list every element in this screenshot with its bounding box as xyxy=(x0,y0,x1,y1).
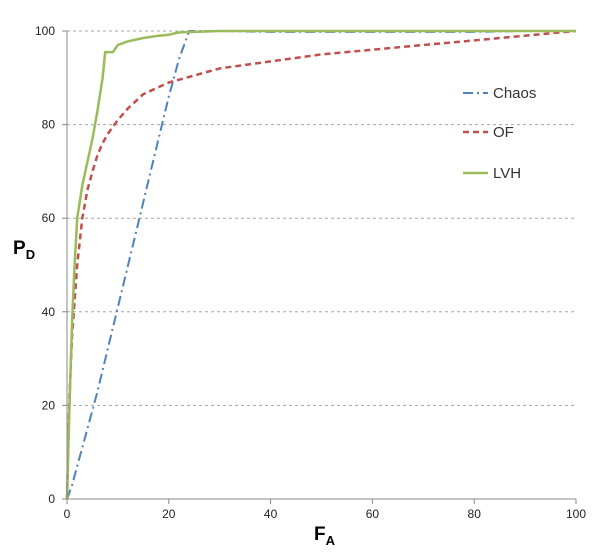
x-axis-title-main: F xyxy=(314,524,326,545)
series-lines xyxy=(65,29,577,500)
x-tick-label-0: 0 xyxy=(64,507,71,521)
y-tick-labels: 0 20 40 60 80 100 xyxy=(35,24,55,506)
x-tick-label-40: 40 xyxy=(264,507,278,521)
legend-label-of: OF xyxy=(493,124,514,141)
y-tick-label-0: 0 xyxy=(48,492,55,506)
series-line-of xyxy=(65,29,577,500)
legend-item-chaos: Chaos xyxy=(463,85,536,102)
x-tick-label-60: 60 xyxy=(366,507,380,521)
y-tick-label-40: 40 xyxy=(42,305,56,319)
legend-item-lvh: LVH xyxy=(463,165,521,182)
x-tick-label-100: 100 xyxy=(566,507,586,521)
y-tick-label-20: 20 xyxy=(42,398,56,412)
y-tick-label-60: 60 xyxy=(42,211,56,225)
x-axis-title: FA xyxy=(314,524,336,548)
axes xyxy=(62,30,577,504)
legend-label-lvh: LVH xyxy=(493,165,521,182)
legend-item-of: OF xyxy=(463,124,514,141)
legend: Chaos OF LVH xyxy=(463,85,536,182)
x-tick-label-20: 20 xyxy=(162,507,176,521)
y-axis-title-main: P xyxy=(13,238,26,259)
y-axis-title: PD xyxy=(13,238,35,262)
series-line-lvh xyxy=(65,29,576,500)
x-tick-labels: 0 20 40 60 80 100 xyxy=(64,507,587,521)
y-tick-label-80: 80 xyxy=(42,118,56,132)
x-tick-label-80: 80 xyxy=(468,507,482,521)
x-axis-title-sub: A xyxy=(326,533,336,548)
y-tick-label-100: 100 xyxy=(35,24,55,38)
y-axis-title-sub: D xyxy=(26,247,35,262)
legend-label-chaos: Chaos xyxy=(493,85,536,102)
